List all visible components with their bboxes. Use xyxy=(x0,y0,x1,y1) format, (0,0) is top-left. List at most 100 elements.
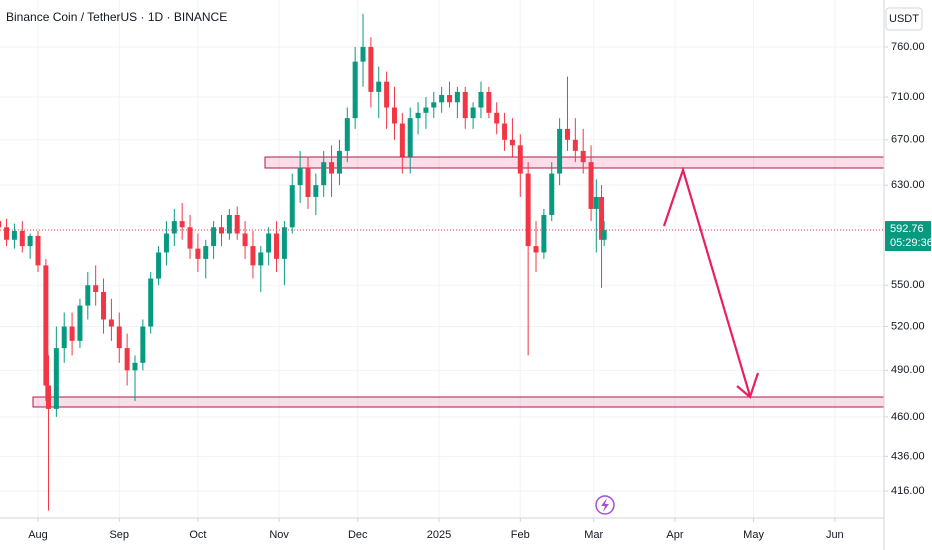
candle-body xyxy=(195,248,201,259)
candle-body xyxy=(557,128,563,174)
candle-body xyxy=(226,214,232,234)
candle-body xyxy=(69,326,75,341)
candle-body xyxy=(234,214,240,234)
y-tick-label: 710.00 xyxy=(891,91,925,103)
candle-body xyxy=(19,230,25,247)
candle-body xyxy=(85,285,91,306)
x-tick-label: May xyxy=(743,529,764,541)
candle-body xyxy=(509,139,515,146)
candle-body xyxy=(344,118,350,151)
candle-body xyxy=(549,173,555,215)
candle-body xyxy=(407,118,413,157)
candle-body xyxy=(462,91,468,119)
candle-body xyxy=(250,246,256,266)
candle-body xyxy=(93,285,99,292)
candle-body xyxy=(376,81,382,92)
candle-body xyxy=(35,235,41,266)
candle-body xyxy=(27,235,33,247)
candle-body xyxy=(61,326,67,349)
candle-body xyxy=(431,102,437,108)
candle-body xyxy=(494,112,500,124)
candle-body xyxy=(313,185,319,197)
x-tick-label: Mar xyxy=(584,529,603,541)
candle-body xyxy=(203,246,209,259)
candle-body xyxy=(329,162,335,174)
candle-body xyxy=(593,196,599,209)
y-tick-label: 416.00 xyxy=(891,485,925,497)
candle-body xyxy=(132,362,138,371)
candle-body xyxy=(384,81,390,108)
candle-body xyxy=(266,233,272,253)
y-tick-label: 760.00 xyxy=(891,41,925,53)
y-tick-label: 490.00 xyxy=(891,364,925,376)
candle-body xyxy=(533,246,539,253)
axes: 760.00 710.00 670.00 630.00 550.00 520.00 490.… xyxy=(28,41,932,541)
candle-body xyxy=(391,107,397,124)
y-tick-label: 630.00 xyxy=(891,179,925,191)
candle-body xyxy=(297,167,303,186)
y-tick-label: 550.00 xyxy=(891,279,925,291)
candle-body xyxy=(101,291,107,320)
candle-body xyxy=(45,385,51,409)
last-price-box xyxy=(885,221,931,252)
candle-body xyxy=(368,46,374,92)
candle-body xyxy=(53,348,59,409)
last-price-label: 592.76 xyxy=(890,223,924,235)
y-tick-label: 670.00 xyxy=(891,134,925,146)
candle-body xyxy=(163,233,169,253)
candle-body xyxy=(77,305,83,341)
candle-body xyxy=(242,233,248,247)
candle-body xyxy=(289,185,295,228)
candle-body xyxy=(454,91,460,103)
candle-body xyxy=(148,278,154,327)
x-tick-label: 2025 xyxy=(427,529,451,541)
candle-body xyxy=(4,227,10,240)
currency-box xyxy=(885,7,923,31)
y-tick-label: 520.00 xyxy=(891,320,925,332)
candle-body xyxy=(572,139,578,151)
candle-body xyxy=(599,196,605,240)
x-tick-label: Apr xyxy=(666,529,683,541)
candle-body xyxy=(108,319,114,327)
candle-body xyxy=(258,252,264,266)
candle-body xyxy=(447,95,453,103)
candle-body xyxy=(281,227,287,259)
candle-body xyxy=(415,112,421,119)
x-tick-label: Jun xyxy=(826,529,844,541)
arrow-head xyxy=(736,372,760,399)
candle-body xyxy=(336,150,342,174)
support-zone xyxy=(32,396,885,408)
candle-body xyxy=(116,326,122,349)
candle-body xyxy=(0,221,2,228)
candle-body xyxy=(305,167,311,197)
candle-body xyxy=(580,150,586,163)
candle-body xyxy=(352,61,358,119)
candle-body xyxy=(601,230,607,240)
candle-body xyxy=(321,162,327,186)
x-tick-label: Dec xyxy=(348,529,368,541)
resistance-zone xyxy=(264,156,885,169)
x-tick-label: Sep xyxy=(109,529,129,541)
candle-body xyxy=(360,46,366,62)
candle-body xyxy=(478,91,484,108)
projection-arrow xyxy=(662,166,752,397)
candle-body xyxy=(274,233,280,259)
candles xyxy=(0,13,884,511)
candle-body xyxy=(470,107,476,119)
candle-body xyxy=(525,173,531,247)
candle-body xyxy=(541,214,547,253)
candle-body xyxy=(187,227,193,249)
chart-title: Binance Coin / TetherUS · 1D · BINANCE xyxy=(6,10,227,24)
candle-body xyxy=(502,123,508,140)
candle-body xyxy=(11,230,17,240)
candle-body xyxy=(517,145,523,174)
countdown-label: 05:29:36 xyxy=(890,237,932,249)
candle-body xyxy=(211,227,217,247)
x-tick-label: Feb xyxy=(511,529,530,541)
currency: USDT xyxy=(889,13,919,25)
lightning xyxy=(601,498,609,512)
candle-body xyxy=(43,265,49,386)
y-tick-label: 436.00 xyxy=(891,450,925,462)
